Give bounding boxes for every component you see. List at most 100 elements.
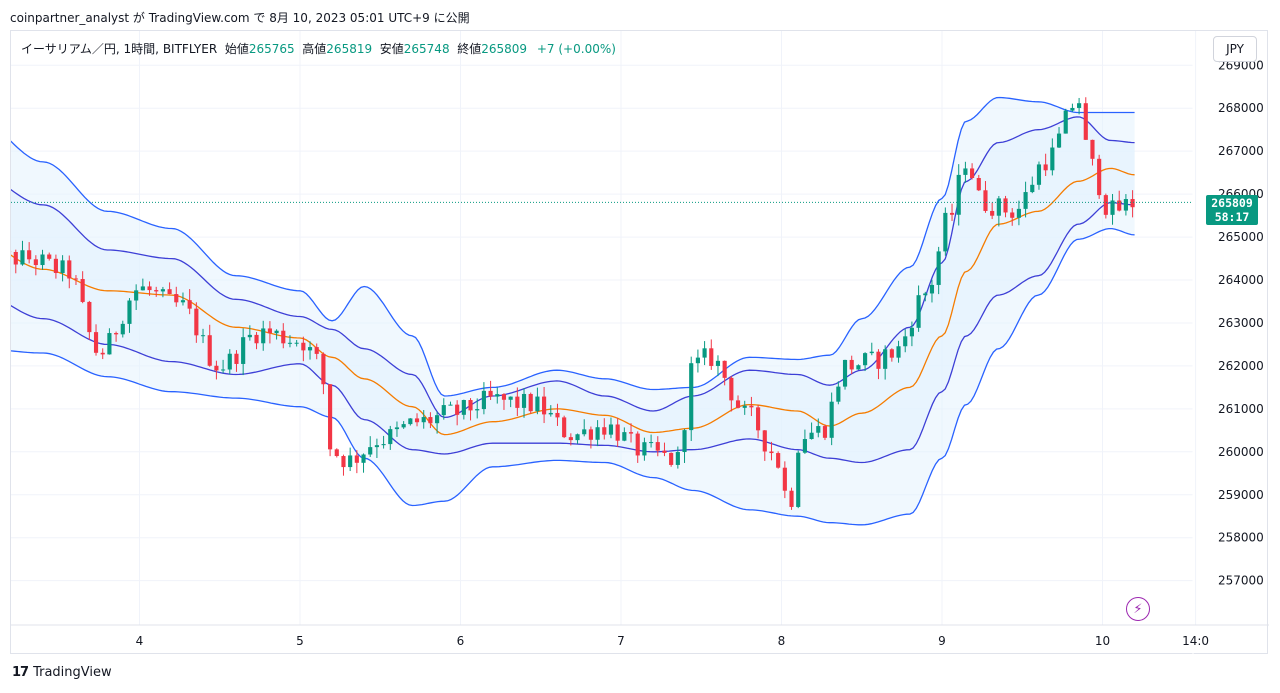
candle-body — [1030, 184, 1035, 193]
candle-body — [314, 347, 319, 354]
candle-body — [73, 278, 79, 280]
candle-body — [568, 437, 573, 441]
candle-body — [221, 369, 226, 371]
candle-body — [869, 351, 874, 354]
candle-body — [883, 349, 888, 369]
candle-body — [943, 212, 948, 252]
candle-body — [602, 427, 607, 435]
candle-body — [127, 300, 132, 324]
candle-body — [782, 467, 787, 491]
x-tick-label: 8 — [778, 634, 786, 648]
candle-body — [167, 289, 172, 295]
candle-body — [414, 418, 420, 423]
chart-frame[interactable]: 257000 258000 259000 260000 261000 262000 2630… — [10, 30, 1269, 655]
candle-body — [368, 447, 373, 455]
lightning-icon[interactable]: ⚡ — [1126, 597, 1150, 621]
candle-body — [394, 427, 400, 430]
candle-body — [622, 432, 627, 441]
candle-body — [1036, 164, 1042, 185]
candle-body — [923, 293, 928, 296]
candle-body — [441, 405, 446, 416]
candle-body — [381, 444, 386, 446]
y-tick-label: 259000 — [1218, 488, 1264, 502]
candle-body — [227, 353, 232, 370]
candle-body — [1050, 147, 1055, 171]
candle-body — [100, 352, 105, 355]
candle-body — [87, 301, 92, 333]
candle-body — [1083, 103, 1088, 140]
candle-body — [976, 178, 981, 191]
candle-body — [401, 424, 406, 428]
candle-body — [1016, 208, 1021, 218]
candlestick-chart[interactable]: 257000 258000 259000 260000 261000 262000 2630… — [11, 31, 1269, 655]
candle-body — [27, 250, 32, 260]
candle-body — [548, 412, 553, 415]
candle-body — [160, 289, 165, 292]
candle-body — [80, 279, 85, 302]
x-tick-label: 7 — [617, 634, 625, 648]
x-tick-label: 5 — [296, 634, 304, 648]
candle-body — [475, 409, 480, 411]
y-tick-label: 265000 — [1218, 230, 1264, 244]
candle-body — [515, 396, 520, 408]
candle-body — [809, 432, 814, 440]
y-tick-label: 262000 — [1218, 359, 1264, 373]
candle-body — [582, 429, 587, 435]
candle-body — [1043, 164, 1048, 171]
currency-button[interactable]: JPY — [1213, 36, 1257, 62]
candle-body — [588, 429, 593, 440]
legend-high-value: 265819 — [326, 42, 373, 56]
candle-body — [669, 452, 674, 465]
upper-band-2 — [11, 96, 1135, 397]
candle-body — [1010, 212, 1015, 218]
candle-body — [361, 454, 366, 463]
candle-body — [261, 328, 266, 344]
legend-low-label: 安値 — [379, 42, 404, 56]
x-tick-label: 6 — [457, 634, 465, 648]
candles-group — [11, 97, 1135, 510]
candle-body — [562, 417, 567, 438]
candle-body — [929, 284, 935, 294]
candle-body — [461, 400, 466, 415]
candle-body — [642, 442, 647, 456]
candle-body — [956, 174, 961, 215]
candle-body — [120, 323, 125, 335]
candle-body — [147, 286, 152, 291]
candle-body — [856, 365, 861, 370]
last-price-value: 265809 — [1211, 196, 1253, 211]
candle-body — [682, 430, 687, 453]
candle-body — [1056, 133, 1062, 148]
candle-body — [354, 455, 359, 463]
candle-body — [200, 335, 206, 337]
candle-body — [896, 346, 901, 358]
candle-body — [294, 342, 299, 344]
candle-body — [67, 260, 72, 279]
candle-body — [1130, 199, 1135, 208]
candle-body — [608, 424, 614, 435]
legend-change: +7 (+0.00%) — [536, 42, 616, 56]
candle-body — [214, 365, 219, 371]
candle-body — [722, 360, 727, 378]
candle-body — [307, 347, 313, 351]
tradingview-brand[interactable]: 17 TradingView — [12, 665, 112, 680]
candle-body — [421, 417, 426, 423]
candle-body — [1077, 103, 1082, 108]
candle-body — [13, 251, 18, 265]
bollinger-group — [11, 96, 1135, 526]
candle-body — [535, 396, 540, 412]
candle-body — [762, 430, 767, 452]
candle-body — [1103, 195, 1108, 215]
candle-body — [936, 251, 941, 285]
lower-band-2 — [11, 227, 1135, 526]
lower-band-1 — [11, 202, 1135, 464]
x-tick-label: 4 — [136, 634, 144, 648]
candle-body — [675, 452, 680, 465]
candle-body — [241, 337, 246, 364]
candle-body — [996, 198, 1001, 216]
y-tick-label: 260000 — [1218, 445, 1264, 459]
candle-body — [735, 400, 741, 408]
candle-body — [194, 308, 199, 336]
candle-body — [689, 363, 694, 431]
candle-body — [729, 377, 734, 401]
candle-body — [501, 394, 507, 400]
